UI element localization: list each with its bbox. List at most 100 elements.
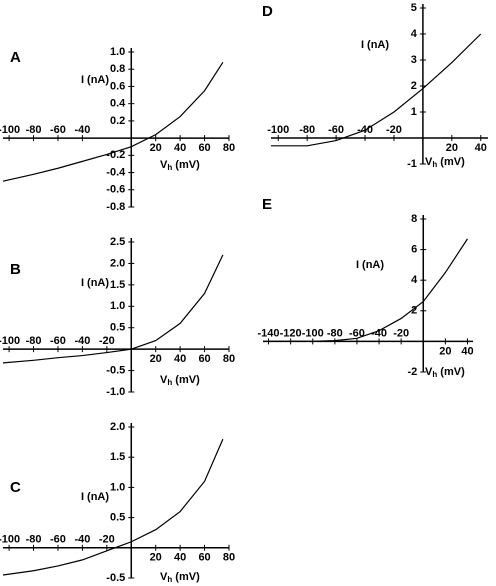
- x-tick-label: -60: [50, 124, 66, 136]
- panel-label: D: [262, 3, 273, 20]
- x-tick-label: -140: [258, 327, 280, 339]
- x-tick-label: 20: [446, 142, 458, 154]
- x-label-unit: (mV): [172, 571, 200, 583]
- x-label-subscript: h: [167, 163, 172, 172]
- x-tick-label: 40: [174, 552, 186, 564]
- x-axis-label: Vh (mV): [160, 571, 200, 584]
- y-axis-label: I (nA): [81, 74, 109, 86]
- x-label-subscript: h: [432, 160, 437, 169]
- x-axis-label: Vh (mV): [425, 156, 465, 169]
- iv-curve: [2, 62, 224, 182]
- iv-curve: [2, 254, 224, 364]
- x-label-unit: (mV): [172, 374, 200, 386]
- y-tick-label: 4: [411, 274, 418, 286]
- x-label-symbol: V: [425, 366, 433, 378]
- y-tick-label: 0.2: [110, 115, 125, 127]
- x-axis-label: Vh (mV): [160, 374, 200, 387]
- x-tick-label: 60: [198, 142, 210, 154]
- y-tick-label: 2.5: [110, 236, 125, 248]
- y-tick-label: 2: [411, 305, 417, 317]
- x-label-subscript: h: [167, 378, 172, 387]
- x-tick-label: -100: [0, 335, 20, 347]
- x-tick-label: 20: [439, 345, 451, 357]
- panel-label: A: [10, 49, 21, 66]
- x-tick-label: -100: [302, 327, 324, 339]
- x-axis-label: Vh (mV): [160, 159, 200, 172]
- x-tick-label: -80: [26, 124, 42, 136]
- x-tick-label: -100: [267, 124, 289, 136]
- y-tick-label: 4: [411, 28, 418, 40]
- x-tick-label: -20: [99, 335, 115, 347]
- y-tick-label: -1.0: [106, 386, 125, 398]
- y-axis-label: I (nA): [361, 39, 389, 51]
- x-tick-label: -20: [393, 327, 409, 339]
- y-tick-label: 1.0: [110, 300, 125, 312]
- y-tick-label: -0.2: [106, 149, 125, 161]
- x-label-symbol: V: [425, 156, 433, 168]
- x-tick-label: -100: [0, 124, 20, 136]
- x-label-symbol: V: [160, 571, 168, 583]
- y-tick-label: 1.0: [110, 481, 125, 493]
- y-tick-label: 1.5: [110, 279, 125, 291]
- y-tick-label: 5: [411, 2, 417, 14]
- y-tick-label: 8: [411, 213, 417, 225]
- y-tick-label: 1.5: [110, 451, 125, 463]
- y-tick-label: 2: [411, 80, 417, 92]
- y-tick-label: 2.0: [110, 257, 125, 269]
- x-label-unit: (mV): [172, 159, 200, 171]
- x-tick-label: -80: [26, 534, 42, 546]
- x-label-symbol: V: [160, 159, 168, 171]
- x-tick-label: -40: [74, 534, 90, 546]
- x-tick-label: -20: [386, 124, 402, 136]
- x-label-subscript: h: [167, 575, 172, 584]
- y-tick-label: -0.6: [106, 184, 125, 196]
- x-label-subscript: h: [432, 370, 437, 379]
- panel-label: B: [10, 261, 21, 278]
- x-tick-label: -80: [327, 327, 343, 339]
- y-tick-label: 1: [411, 106, 417, 118]
- x-tick-label: 60: [198, 353, 210, 365]
- x-axis-label: Vh (mV): [425, 366, 465, 379]
- x-tick-label: -40: [74, 335, 90, 347]
- y-tick-label: -0.8: [106, 201, 125, 213]
- y-axis-label: I (nA): [356, 259, 384, 271]
- x-tick-label: 40: [174, 142, 186, 154]
- panel-label: E: [262, 196, 272, 213]
- x-tick-label: 80: [223, 353, 235, 365]
- y-tick-label: -0.4: [106, 166, 126, 178]
- x-tick-label: 40: [174, 353, 186, 365]
- y-tick-label: 0.8: [110, 63, 125, 75]
- panel-label: C: [10, 479, 21, 496]
- x-tick-label: 20: [150, 142, 162, 154]
- y-tick-label: 0.5: [110, 322, 125, 334]
- x-tick-label: 40: [461, 345, 473, 357]
- x-tick-label: 60: [198, 552, 210, 564]
- x-tick-label: 40: [475, 142, 487, 154]
- x-tick-label: -100: [0, 534, 20, 546]
- y-axis-label: I (nA): [81, 277, 109, 289]
- y-tick-label: -2: [407, 366, 417, 378]
- x-tick-label: -40: [371, 327, 387, 339]
- y-tick-label: 0.6: [110, 80, 125, 92]
- y-tick-label: -0.5: [106, 364, 125, 376]
- y-tick-label: 1.0: [110, 46, 125, 58]
- x-tick-label: -80: [26, 335, 42, 347]
- x-tick-label: -120: [280, 327, 302, 339]
- x-tick-label: 20: [150, 552, 162, 564]
- iv-curve: [2, 438, 224, 576]
- x-tick-label: -80: [299, 124, 315, 136]
- iv-curve: [263, 238, 468, 342]
- y-tick-label: 3: [411, 54, 417, 66]
- y-tick-label: -1: [407, 158, 417, 170]
- x-tick-label: -20: [99, 534, 115, 546]
- y-tick-label: -0.5: [106, 572, 125, 584]
- x-tick-label: -60: [50, 534, 66, 546]
- y-tick-label: 0.5: [110, 512, 125, 524]
- y-tick-label: 0.4: [110, 98, 126, 110]
- iv-curve: [271, 33, 482, 147]
- x-tick-label: -60: [328, 124, 344, 136]
- x-label-unit: (mV): [437, 156, 465, 168]
- x-label-symbol: V: [160, 374, 168, 386]
- x-tick-label: 20: [150, 353, 162, 365]
